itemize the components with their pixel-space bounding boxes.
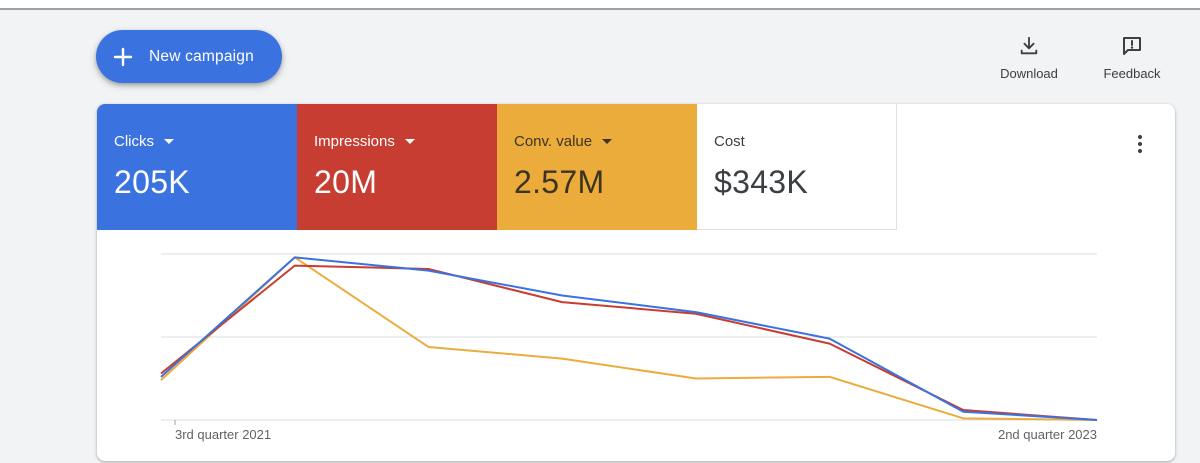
more-options-button[interactable] xyxy=(1128,132,1152,156)
metric-impressions-label-row: Impressions xyxy=(314,133,415,150)
metric-cost-label-row: Cost xyxy=(714,133,745,150)
metric-impressions-label: Impressions xyxy=(314,133,395,150)
download-label: Download xyxy=(1000,66,1058,81)
performance-line-chart xyxy=(160,253,1098,425)
dropdown-arrow-icon[interactable] xyxy=(404,139,415,144)
metric-conv-value[interactable]: Conv. value 2.57M xyxy=(497,104,697,230)
metric-cost[interactable]: Cost $343K xyxy=(697,104,897,230)
metric-cost-value: $343K xyxy=(714,164,809,200)
metric-cost-label: Cost xyxy=(714,133,745,150)
metric-clicks[interactable]: Clicks 205K xyxy=(97,104,297,230)
top-divider xyxy=(0,0,1200,10)
x-axis-start-label: 3rd quarter 2021 xyxy=(175,427,272,442)
dropdown-arrow-icon[interactable] xyxy=(602,139,613,144)
x-axis-end-label: 2nd quarter 2023 xyxy=(997,427,1097,442)
metric-conv-value-number: 2.57M xyxy=(514,164,605,200)
new-campaign-label: New campaign xyxy=(149,47,254,65)
series-line-0 xyxy=(160,256,1098,421)
metric-impressions[interactable]: Impressions 20M xyxy=(297,104,497,230)
feedback-button[interactable]: Feedback xyxy=(1100,34,1164,81)
series-line-1 xyxy=(160,264,1098,421)
feedback-label: Feedback xyxy=(1103,66,1161,81)
metric-clicks-value: 205K xyxy=(114,164,190,200)
metric-clicks-label-row: Clicks xyxy=(114,133,174,150)
more-vert-icon xyxy=(1138,135,1142,153)
performance-card: Clicks 205K Impressions 20M Conv. value … xyxy=(97,104,1175,461)
metric-impressions-value: 20M xyxy=(314,164,378,200)
new-campaign-button[interactable]: New campaign xyxy=(96,30,282,83)
dropdown-arrow-icon[interactable] xyxy=(164,139,174,144)
plus-icon xyxy=(111,45,135,69)
series-line-2 xyxy=(160,256,1098,421)
metric-conv-label: Conv. value xyxy=(514,133,593,150)
download-icon xyxy=(1017,34,1041,58)
metric-tiles: Clicks 205K Impressions 20M Conv. value … xyxy=(97,104,897,230)
download-button[interactable]: Download xyxy=(996,34,1062,81)
metric-conv-label-row: Conv. value xyxy=(514,133,613,150)
metric-clicks-label: Clicks xyxy=(114,133,154,150)
feedback-icon xyxy=(1120,34,1144,58)
